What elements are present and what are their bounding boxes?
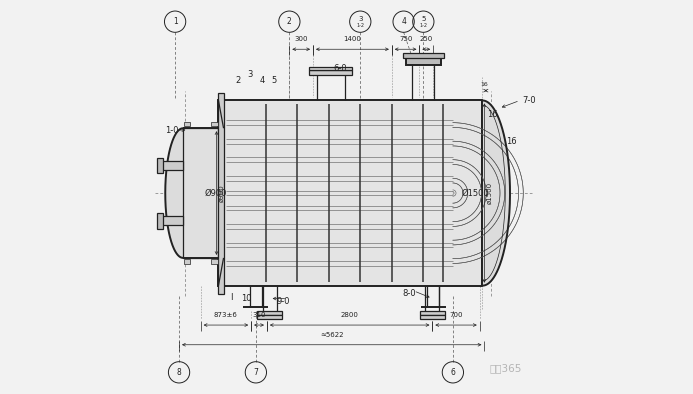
Bar	[309, 67, 353, 70]
Text: 2800: 2800	[341, 312, 358, 318]
Text: 2: 2	[236, 76, 240, 85]
Text: 4: 4	[401, 17, 406, 26]
Text: 16: 16	[486, 110, 498, 119]
Text: 3: 3	[358, 16, 362, 22]
Polygon shape	[482, 100, 510, 286]
Text: 16: 16	[480, 82, 489, 87]
Bar	[309, 70, 353, 75]
Bar	[184, 259, 190, 264]
Text: 8: 8	[177, 368, 182, 377]
Bar	[161, 216, 183, 225]
Text: 4: 4	[259, 76, 265, 85]
Text: ø1500: ø1500	[486, 182, 492, 204]
Text: 1-0: 1-0	[165, 126, 179, 134]
Text: 10: 10	[241, 294, 252, 303]
Text: 7-0: 7-0	[522, 96, 536, 105]
Text: ≈5622: ≈5622	[320, 332, 344, 338]
Bar	[184, 121, 190, 126]
Bar	[218, 100, 482, 286]
Text: 6-0: 6-0	[334, 65, 347, 73]
Text: 700: 700	[449, 312, 463, 318]
Text: 6: 6	[450, 368, 455, 377]
Text: 5: 5	[271, 76, 277, 85]
Bar	[257, 311, 282, 315]
Bar	[218, 93, 224, 294]
Bar	[183, 128, 218, 258]
Text: 7: 7	[254, 368, 258, 377]
Text: I: I	[230, 293, 233, 302]
Text: 5: 5	[421, 16, 426, 22]
Bar	[211, 121, 218, 126]
Bar	[420, 311, 445, 315]
Bar	[161, 161, 183, 170]
Bar	[157, 158, 164, 173]
Text: 250: 250	[420, 36, 433, 42]
Bar	[211, 259, 218, 264]
Text: 8-0: 8-0	[403, 289, 416, 298]
Bar	[403, 53, 444, 58]
Bar	[420, 315, 445, 319]
Bar	[157, 213, 164, 229]
Text: Ø1500: Ø1500	[462, 189, 489, 197]
Text: 9-0: 9-0	[277, 297, 290, 306]
Text: ø900: ø900	[218, 184, 224, 202]
Text: 16: 16	[506, 138, 517, 146]
Text: 310: 310	[252, 312, 266, 318]
Bar	[405, 58, 441, 65]
Text: 873±6: 873±6	[214, 312, 238, 318]
Text: 3: 3	[247, 71, 253, 79]
Text: 1-2: 1-2	[419, 23, 428, 28]
Text: 化工365: 化工365	[490, 363, 523, 374]
Text: 2: 2	[287, 17, 292, 26]
Text: 1400: 1400	[344, 36, 361, 42]
Bar	[257, 315, 282, 319]
Text: Ø900: Ø900	[204, 189, 227, 197]
Polygon shape	[165, 128, 183, 258]
Text: 300: 300	[295, 36, 308, 42]
Text: 1: 1	[173, 17, 177, 26]
Text: 750: 750	[399, 36, 412, 42]
Text: 1-2: 1-2	[356, 23, 365, 28]
